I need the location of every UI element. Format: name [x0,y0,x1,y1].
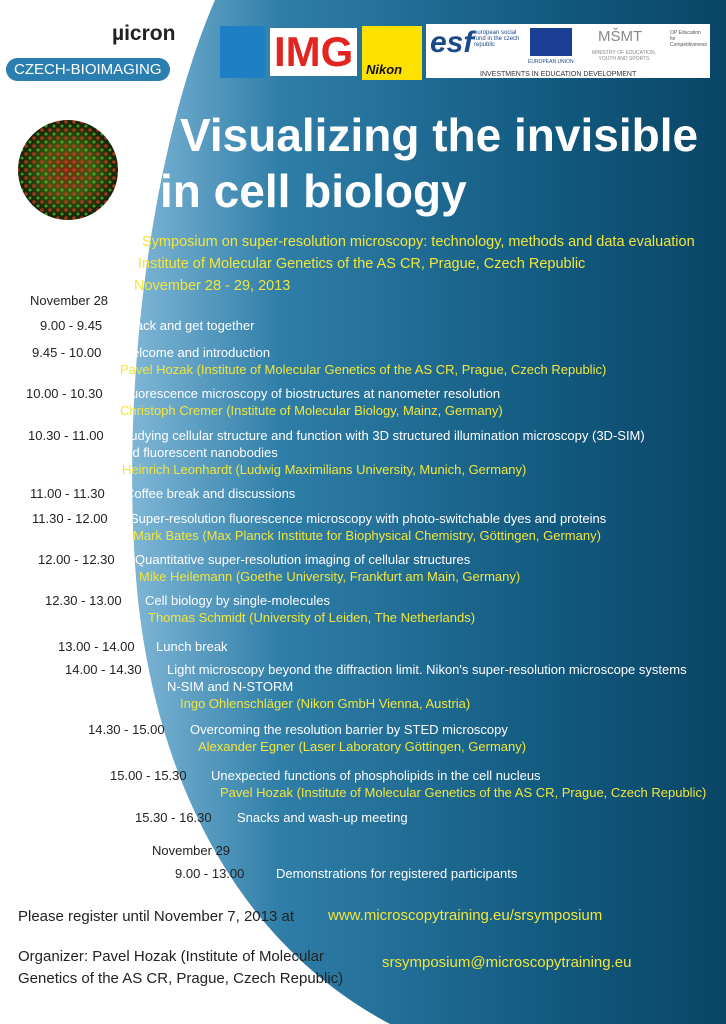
talk-topic: Fluorescence microscopy of biostructures… [120,386,501,401]
day-heading: November 29 [152,843,231,858]
esf-text: european social fund in the czech republ… [474,30,520,48]
talk-topic: Coffee break and discussions [125,486,296,501]
speaker: Alexander Egner (Laser Laboratory Göttin… [198,739,527,754]
time-slot: 12.00 - 12.30 [38,552,115,567]
subtitle-line: November 28 - 29, 2013 [134,278,291,294]
title-line: Visualizing the invisible [180,109,699,161]
talk-topic: Unexpected functions of phospholipids in… [211,768,541,783]
talk-topic: Studying cellular structure and function… [118,428,645,443]
register-text: Please register until November 7, 2013 a… [18,908,294,925]
nikon-logo: Nikon [366,62,403,77]
img-logo: IMG [270,28,358,76]
talk-topic: Welcome and introduction [120,345,271,360]
msmt-logo: MŠMT [598,28,643,45]
talk-topic: Demonstrations for registered participan… [276,866,518,881]
subtitle-line: Institute of Molecular Genetics of the A… [138,256,586,272]
time-slot: 14.00 - 14.30 [65,662,142,677]
register-url[interactable]: www.microscopytraining.eu/srsymposium [328,907,603,924]
time-slot: 14.30 - 15.00 [88,722,165,737]
time-slot: 12.30 - 13.00 [45,593,122,608]
time-slot: 9.45 - 10.00 [32,345,102,360]
title-line: in cell biology [160,165,467,217]
talk-topic: Super-resolution fluorescence microscopy… [130,511,607,526]
talk-topic: Light microscopy beyond the diffraction … [167,662,687,677]
talk-topic: Lunch break [156,639,228,654]
time-slot: 9.00 - 9.45 [40,318,103,333]
time-slot: 10.00 - 10.30 [26,386,103,401]
img-icon [220,26,266,78]
eu-text: EUROPEAN UNION [528,59,574,65]
speaker: Heinrich Leonhardt (Ludwig Maximilians U… [122,462,527,477]
talk-topic: Quantitative super-resolution imaging of… [135,552,471,567]
cell-image-texture [18,120,118,220]
nikon-box [362,26,422,80]
time-slot: 13.00 - 14.00 [58,639,135,654]
talk-topic: Overcoming the resolution barrier by STE… [190,722,508,737]
ministry-text: MINISTRY OF EDUCATION, YOUTH AND SPORTS [592,50,656,62]
speaker: Mike Heilemann (Goethe University, Frank… [139,569,521,584]
talk-topic: Cell biology by single-molecules [145,593,330,608]
op-logo: OP Education for Competitiveness [670,30,707,48]
time-slot: 9.00 - 13.00 [175,866,245,881]
speaker: Christoph Cremer (Institute of Molecular… [120,403,503,418]
subtitle-line: Symposium on super-resolution microscopy… [142,234,695,250]
time-slot: 10.30 - 11.00 [28,428,104,443]
investments-text: INVESTMENTS IN EDUCATION DEVELOPMENT [480,71,637,78]
speaker: Ingo Ohlenschläger (Nikon GmbH Vienna, A… [180,696,471,711]
speaker: Pavel Hozak (Institute of Molecular Gene… [220,785,707,800]
micron-logo: µicron [112,22,176,45]
day-heading: November 28 [30,293,109,308]
blue-curve [132,0,726,1024]
talk-topic: N-SIM and N-STORM [167,679,294,694]
eu-flag [530,28,572,56]
time-slot: 15.00 - 15.30 [110,768,187,783]
organizer-line: Genetics of the AS CR, Prague, Czech Rep… [18,970,344,987]
speaker: Mark Bates (Max Planck Institute for Bio… [133,528,601,543]
talk-topic: and fluorescent nanobodies [118,445,278,460]
speaker: Thomas Schmidt (University of Leiden, Th… [148,610,476,625]
time-slot: 15.30 - 16.30 [135,810,212,825]
organizer-line: Organizer: Pavel Hozak (Institute of Mol… [18,948,324,965]
esf-logo: esf [430,26,474,59]
talk-topic: Snack and get together [120,318,255,333]
contact-email[interactable]: srsymposium@microscopytraining.eu [382,954,632,971]
czech-bioimaging-logo: CZECH-BIOIMAGING [6,58,170,81]
talk-topic: Snacks and wash-up meeting [237,810,408,825]
speaker: Pavel Hozak (Institute of Molecular Gene… [120,362,607,377]
time-slot: 11.30 - 12.00 [32,511,108,526]
time-slot: 11.00 - 11.30 [30,486,105,501]
